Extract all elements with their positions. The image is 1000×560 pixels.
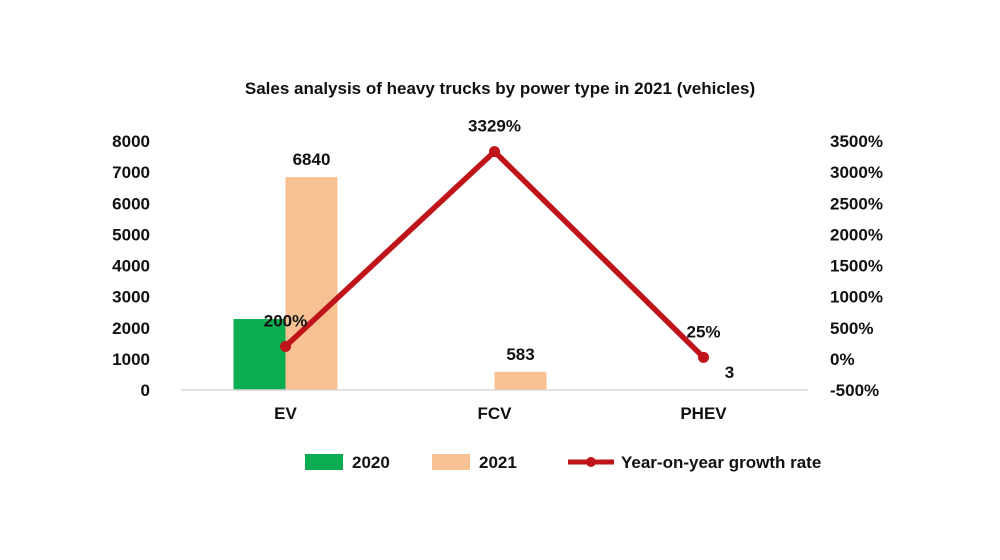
left-tick-label: 2000 bbox=[112, 319, 150, 338]
left-tick-label: 7000 bbox=[112, 163, 150, 182]
right-tick-label: 500% bbox=[830, 319, 873, 338]
category-label: FCV bbox=[478, 404, 513, 423]
bar-2021 bbox=[286, 177, 338, 390]
right-tick-label: 3000% bbox=[830, 163, 883, 182]
legend-line-marker bbox=[586, 457, 596, 467]
left-tick-label: 3000 bbox=[112, 288, 150, 307]
right-tick-label: 2000% bbox=[830, 225, 883, 244]
left-tick-label: 0 bbox=[141, 381, 150, 400]
chart-title: Sales analysis of heavy trucks by power … bbox=[245, 79, 755, 98]
right-tick-label: 2500% bbox=[830, 194, 883, 213]
legend-label: 2021 bbox=[479, 453, 517, 472]
left-tick-label: 8000 bbox=[112, 132, 150, 151]
legend-swatch-2020 bbox=[305, 454, 343, 470]
right-tick-label: 3500% bbox=[830, 132, 883, 151]
left-tick-label: 5000 bbox=[112, 225, 150, 244]
growth-rate-label: 25% bbox=[686, 322, 720, 341]
bar-value-label: 3 bbox=[725, 363, 734, 382]
growth-rate-point bbox=[698, 352, 709, 363]
legend-swatch-2021 bbox=[432, 454, 470, 470]
category-label: EV bbox=[274, 404, 297, 423]
bar-series bbox=[234, 177, 756, 390]
category-label: PHEV bbox=[680, 404, 727, 423]
bar-value-label: 583 bbox=[506, 345, 534, 364]
growth-rate-point bbox=[489, 146, 500, 157]
x-axis-categories: EV FCV PHEV bbox=[274, 404, 727, 423]
right-tick-label: 0% bbox=[830, 350, 855, 369]
left-y-axis: 0 1000 2000 3000 4000 5000 6000 7000 8000 bbox=[112, 132, 150, 400]
legend-label: 2020 bbox=[352, 453, 390, 472]
left-tick-label: 1000 bbox=[112, 350, 150, 369]
right-tick-label: 1000% bbox=[830, 288, 883, 307]
bar-2021 bbox=[495, 372, 547, 390]
right-tick-label: 1500% bbox=[830, 257, 883, 276]
left-tick-label: 6000 bbox=[112, 194, 150, 213]
right-y-axis: -500% 0% 500% 1000% 1500% 2000% 2500% 3000% 3500… bbox=[830, 132, 883, 400]
bar-value-label: 6840 bbox=[293, 150, 331, 169]
right-tick-label: -500% bbox=[830, 381, 879, 400]
growth-rate-label: 3329% bbox=[468, 117, 521, 136]
growth-rate-point bbox=[280, 341, 291, 352]
legend: 2020 2021 Year-on-year growth rate bbox=[305, 453, 821, 472]
legend-label: Year-on-year growth rate bbox=[621, 453, 821, 472]
line-series bbox=[280, 146, 709, 363]
growth-rate-line bbox=[286, 152, 704, 358]
left-tick-label: 4000 bbox=[112, 257, 150, 276]
growth-rate-label: 200% bbox=[264, 311, 307, 330]
